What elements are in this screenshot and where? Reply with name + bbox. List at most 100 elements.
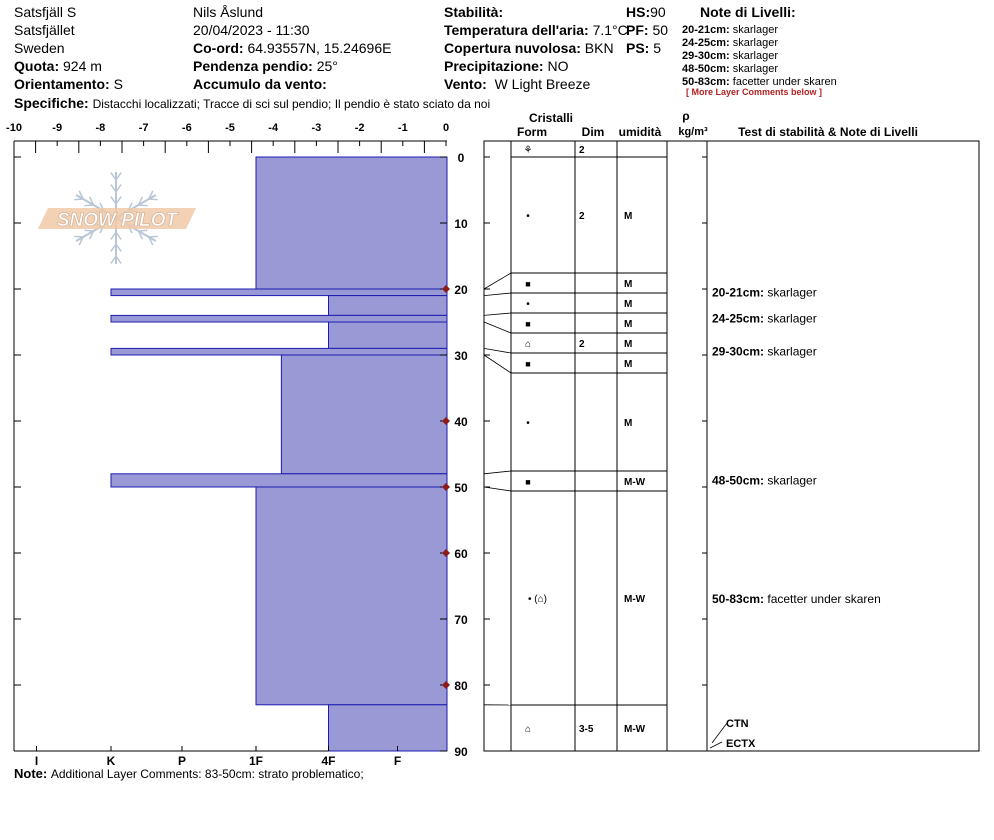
hardness-bar — [110, 288, 448, 297]
temp-tick-label: -2 — [355, 122, 365, 134]
hardness-tick-label: P — [178, 754, 186, 768]
temp-tick-label: -3 — [312, 122, 322, 134]
snowflake-branch — [74, 235, 84, 238]
layer-note-item: 24-25cm: skarlager — [682, 37, 779, 49]
location-name: Satsfjäll S — [14, 4, 77, 20]
moisture-value: M — [624, 319, 632, 330]
hardness-tick-label: 1F — [249, 754, 263, 768]
temp-tick-label: -6 — [182, 122, 192, 134]
hardness-bar — [328, 321, 448, 349]
moisture-value: M-W — [624, 477, 646, 488]
snowflake-branch — [110, 184, 117, 193]
depth-tick-label: 80 — [454, 679, 468, 693]
temperature-point — [442, 285, 450, 293]
grain-form-symbol: • — [526, 211, 530, 222]
snowflake-branch — [115, 196, 122, 205]
snowflake-branch — [78, 190, 84, 200]
grain-form-symbol: ■ — [525, 359, 530, 369]
air-temp-label: Temperatura dell'aria: — [444, 22, 589, 38]
snowflake-branch — [115, 243, 122, 252]
snow-height: HS:90 — [626, 5, 666, 19]
precip-label: Precipitazione: — [444, 58, 544, 74]
grain-form-symbol: ⚘ — [524, 145, 533, 156]
wind-loading-label: Accumulo da vento: — [193, 76, 327, 92]
rho-header: ρ — [682, 109, 689, 123]
temperature-point — [442, 681, 450, 689]
snowflake-branch — [148, 235, 158, 238]
hardness-bar — [110, 314, 448, 323]
snowflake-branch — [110, 243, 117, 252]
grain-form-symbol: ■ — [525, 319, 530, 329]
grain-form-symbol: • — [526, 299, 530, 310]
moisture-value: M — [624, 299, 632, 310]
snowflake-branch — [88, 196, 95, 206]
table-border — [483, 140, 980, 752]
depth-tick-label: 70 — [454, 613, 468, 627]
coords-label: Co-ord: — [193, 40, 244, 56]
slope-value: 25° — [316, 58, 338, 74]
foot-penetration: PF: 50 — [626, 23, 668, 37]
stability-label: Stabilità: — [444, 4, 504, 20]
snowflake-branch — [78, 236, 84, 246]
layer-notes-title: Note di Livelli: — [700, 4, 796, 20]
hardness-bar — [255, 156, 448, 290]
axis-ticks: -10 -9 -8 -7 -6 -5 -4 -3 -2 -1 0010203040506070809… — [6, 122, 468, 768]
ps-value: 5 — [653, 40, 662, 56]
snowflake-branch — [84, 229, 94, 232]
coordinates: Co-ord: 64.93557N, 15.24696E — [193, 41, 391, 55]
aspect-label: Orientamento: — [14, 76, 110, 92]
moisture-value: M — [624, 418, 632, 429]
moisture-value: M — [624, 211, 632, 222]
dim-header: Dim — [582, 125, 605, 139]
snowflake-branch — [148, 190, 154, 200]
layer-connector-line — [483, 470, 512, 475]
depth-tick-label: 20 — [454, 283, 468, 297]
snowflake-branch — [88, 230, 95, 240]
layer-note-item: 50-83cm: facetter under skaren — [682, 76, 837, 88]
hardness-bar — [110, 347, 448, 356]
logo-text: SNOW PILOT — [57, 210, 179, 231]
temp-tick-label: -9 — [52, 122, 62, 134]
temp-tick-label: -10 — [6, 122, 22, 134]
slope-label: Pendenza pendio: — [193, 58, 313, 74]
snowflake-branch — [137, 196, 144, 206]
density-unit-header: kg/m³ — [678, 126, 708, 138]
snowflake-branch — [84, 204, 94, 207]
temp-tick-label: -5 — [225, 122, 235, 134]
hs-value: 90 — [650, 4, 666, 20]
grain-form-symbol: • — [526, 418, 530, 429]
precipitation: Precipitazione: NO — [444, 59, 568, 73]
precip-value: NO — [547, 58, 569, 74]
grain-form-symbol: ■ — [525, 279, 530, 289]
cloud-label: Copertura nuvolosa: — [444, 40, 581, 56]
elevation: Quota: 924 m — [14, 59, 102, 73]
hardness-bar — [110, 473, 448, 488]
specifics-label: Specifiche: — [14, 95, 89, 111]
moisture-value: M-W — [624, 594, 646, 605]
hardness-bar — [255, 486, 448, 706]
layer-note-row: 50-83cm: facetter under skaren — [712, 592, 881, 606]
snowflake-branch — [115, 231, 122, 240]
temperature-point — [442, 483, 450, 491]
pf-value: 50 — [652, 22, 669, 38]
note-value: Additional Layer Comments: 83-50cm: stra… — [50, 767, 364, 781]
wind-label: Vento: — [444, 76, 487, 92]
depth-tick-label: 30 — [454, 349, 468, 363]
temp-tick-label: 0 — [443, 122, 449, 134]
observation-datetime: 20/04/2023 - 11:30 — [193, 22, 310, 38]
layer-connector-line — [483, 292, 512, 296]
snowflake-branch — [148, 236, 154, 246]
layer-note-row: 48-50cm: skarlager — [712, 473, 817, 487]
snowflake-branch — [110, 255, 117, 264]
specifics-value: Distacchi localizzati; Tracce di sci sul… — [92, 97, 491, 111]
wind-value: W Light Breeze — [494, 76, 591, 92]
depth-tick-label: 40 — [454, 415, 468, 429]
hardness-tick-label: I — [35, 754, 38, 768]
depth-tick-label: 10 — [454, 217, 468, 231]
snowflake-branch — [138, 229, 148, 232]
test-pointer-line — [711, 722, 728, 744]
more-layer-comments: [ More Layer Comments below ] — [686, 87, 823, 97]
aspect-value: S — [113, 76, 123, 92]
layer-connector-line — [483, 486, 512, 492]
